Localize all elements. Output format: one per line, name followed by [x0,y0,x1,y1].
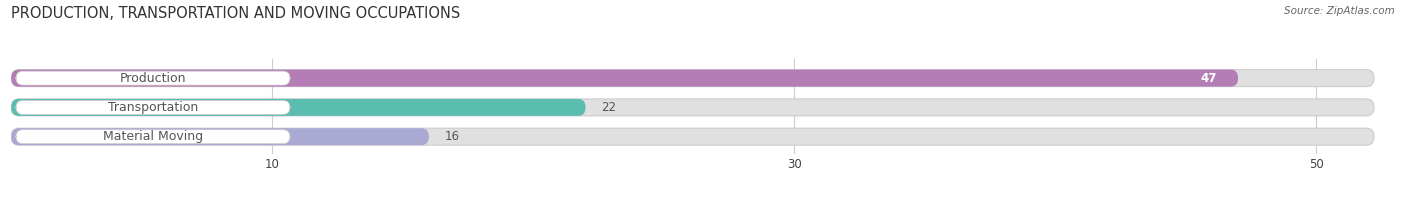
FancyBboxPatch shape [11,70,1239,87]
FancyBboxPatch shape [15,71,290,85]
Text: Source: ZipAtlas.com: Source: ZipAtlas.com [1284,6,1395,16]
FancyBboxPatch shape [11,128,1374,145]
Text: 16: 16 [444,130,460,143]
Text: 47: 47 [1201,72,1218,85]
Text: Transportation: Transportation [108,101,198,114]
FancyBboxPatch shape [15,100,290,114]
Text: PRODUCTION, TRANSPORTATION AND MOVING OCCUPATIONS: PRODUCTION, TRANSPORTATION AND MOVING OC… [11,6,461,21]
FancyBboxPatch shape [11,70,1374,87]
FancyBboxPatch shape [11,99,1374,116]
Text: Material Moving: Material Moving [103,130,202,143]
FancyBboxPatch shape [11,128,429,145]
Text: 22: 22 [602,101,616,114]
FancyBboxPatch shape [11,99,585,116]
Text: Production: Production [120,72,186,85]
FancyBboxPatch shape [15,130,290,144]
